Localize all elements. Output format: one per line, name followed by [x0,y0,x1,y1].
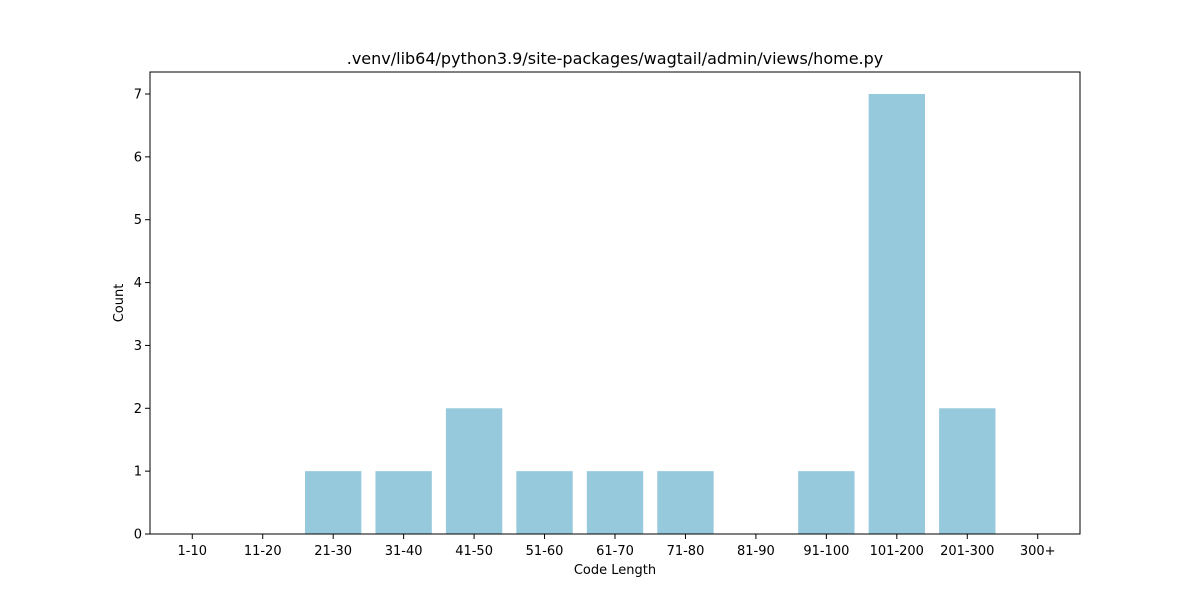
x-tick-label: 11-20 [244,544,282,559]
bar-41-50 [445,408,503,534]
bar-61-70 [586,471,644,534]
x-tick-label: 81-90 [737,544,775,559]
x-tick-label: 41-50 [455,544,493,559]
x-tick-label: 101-200 [870,544,924,559]
bar-201-300 [939,408,996,534]
bar-21-30 [305,471,362,534]
y-axis-label: Count [112,284,127,323]
x-tick-label: 31-40 [385,544,423,559]
bar-91-100 [798,471,855,534]
bar-71-80 [657,471,714,534]
x-tick-label: 21-30 [314,544,352,559]
x-tick-label: 71-80 [667,544,705,559]
y-tick-label: 7 [134,88,142,103]
y-axis-ticks: 0 1 2 3 4 5 6 7 [134,88,150,543]
bar-51-60 [516,471,573,534]
x-tick-label: 61-70 [596,544,634,559]
x-tick-label: 201-300 [940,544,994,559]
y-tick-label: 4 [134,276,142,291]
y-tick-label: 1 [134,465,142,480]
x-tick-label: 1-10 [178,544,208,559]
x-tick-label: 300+ [1020,544,1056,559]
x-axis-ticks: 1-10 11-20 21-30 31-40 41-50 51-60 61-70 71-80 8… [178,534,1056,559]
y-tick-label: 3 [134,339,142,354]
x-tick-label: 51-60 [526,544,564,559]
y-tick-label: 2 [134,402,142,417]
y-tick-label: 5 [134,213,142,228]
y-tick-label: 6 [134,150,142,165]
bars-group [305,94,996,534]
bar-31-40 [375,471,432,534]
plot-area-frame [149,71,1081,535]
x-tick-label: 91-100 [803,544,849,559]
y-tick-label: 0 [134,528,142,543]
x-axis-label: Code Length [574,563,656,578]
bar-101-200 [868,94,925,534]
chart-title: .venv/lib64/python3.9/site-packages/wagt… [347,49,884,68]
